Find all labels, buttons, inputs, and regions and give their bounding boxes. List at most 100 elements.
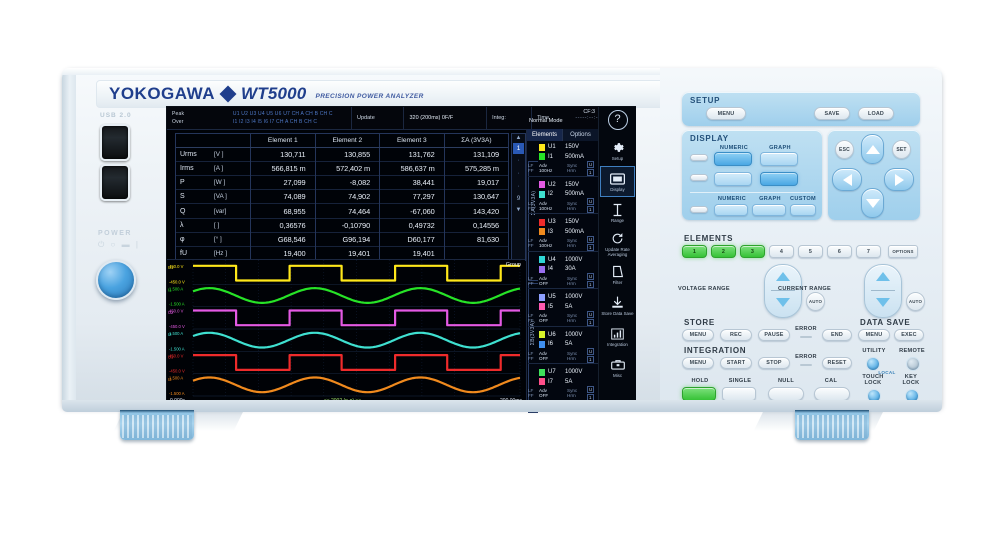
waveform-area[interactable]: 450.0 V -450.0 V U1 1.500 A -1.500 A I1 450.0 … [167,259,525,404]
tab-options[interactable]: Options [563,129,599,141]
display-graph-button-2[interactable] [760,172,798,186]
table-row[interactable]: Irms [A ] 566,815 m 572,402 m 586,637 m 575,2… [176,161,508,176]
null-button[interactable] [768,387,804,401]
integration-start-button[interactable]: START [720,357,752,369]
table-row[interactable]: S [VA ] 74,089 74,902 77,297 130,647 [176,189,508,204]
element-button-1[interactable]: 1 [682,245,707,258]
usb-port-1[interactable] [100,124,130,161]
hrm-source-box[interactable]: 1 [587,243,595,251]
element-button-7[interactable]: 7 [856,245,881,258]
element-button-4[interactable]: 4 [769,245,794,258]
lf-ff-row[interactable]: LF FF Adv 100Hz Sync Hrm U 1 [528,235,599,251]
element-signal-group[interactable]: U3 150V I3 500mA LF FF Adv 100Hz Sync Hrm U 1 [528,216,599,254]
voltage-auto-button[interactable]: AUTO [806,292,825,311]
setup-load-button[interactable]: LOAD [858,107,894,120]
lf-ff-row[interactable]: LF FF Adv OFF Sync Hrm U 1 [528,310,599,326]
setup-save-button[interactable]: SAVE [814,107,850,120]
display-custom-button[interactable] [790,204,816,216]
lf-ff-row[interactable]: LF FF Adv OFF Sync Hrm U 1 [528,385,599,401]
sync-source-box[interactable]: U [587,160,595,168]
lf-ff-row[interactable]: LF FF Adv 100Hz Sync Hrm U 1 [528,160,599,176]
voltage-row[interactable]: U3 150V [539,218,599,228]
current-range-up-icon[interactable] [876,272,890,281]
hrm-source-box[interactable]: 1 [587,318,595,326]
rail-item-display[interactable]: Display [600,166,635,197]
current-range-knob[interactable] [864,264,902,318]
store-rec-button[interactable]: REC [720,329,752,341]
hrm-source-box[interactable]: 1 [587,168,595,176]
store-menu-button[interactable]: MENU [682,329,714,341]
hrm-source-box[interactable]: 1 [587,356,595,363]
hrm-source-box[interactable]: 1 [587,206,595,213]
display-numeric-button-2[interactable] [714,172,752,186]
pager-last-page[interactable]: 9 [516,195,521,202]
hrm-source-box[interactable]: 1 [587,281,595,288]
store-pause-button[interactable]: PAUSE [758,329,790,341]
nav-left-button[interactable] [832,168,862,191]
display-graph-button-1[interactable] [760,152,798,166]
element-signal-group[interactable]: U7 1000V I7 5A LF FF Adv OFF Sync Hrm U 1 [528,366,599,401]
element-signal-group[interactable]: U1 150V I1 500mA LF FF Adv 100Hz Sync Hrm U 1 [528,141,599,179]
lcd-screen[interactable]: Peak Over U1 U2 U3 U4 U5 U6 U7 CH A CH B… [166,106,636,413]
lf-ff-row[interactable]: LF FF Adv OFF Sync Hrm U 1 [528,273,599,288]
utility-led[interactable] [866,357,880,371]
sync-source-box[interactable]: U [587,348,595,355]
element-signal-group[interactable]: U2 150V I2 500mA LF FF Adv 100Hz Sync Hrm U 1 [528,179,599,217]
current-range-down-icon[interactable] [876,298,890,307]
voltage-row[interactable]: U2 150V [539,180,599,190]
sync-source-box[interactable]: U [587,310,595,318]
hold-button[interactable] [682,387,716,401]
voltage-range-up-icon[interactable] [776,272,790,281]
voltage-range-knob[interactable] [764,264,802,318]
cal-button[interactable] [814,387,850,401]
table-row[interactable]: Q [var] 68,955 74,464 -67,060 143,420 [176,203,508,219]
voltage-row[interactable]: U1 150V [539,143,599,153]
element-button-2[interactable]: 2 [711,245,736,258]
voltage-row[interactable]: U6 1000V [539,330,599,340]
table-row[interactable]: λ [ ] 0,36576 -0,10790 0,49732 0,14556 [176,218,508,233]
data-save-menu-button[interactable]: MENU [858,329,890,341]
setup-menu-button[interactable]: MENU [706,107,746,120]
usb-port-2[interactable] [100,164,130,201]
voltage-range-down-icon[interactable] [776,298,790,307]
single-button[interactable] [722,387,756,401]
integration-reset-button[interactable]: RESET [822,357,852,369]
integration-menu-button[interactable]: MENU [682,357,714,369]
table-row[interactable]: φ [° ] G68,546 G96,194 D60,177 81,630 [176,232,508,247]
lf-ff-row[interactable]: LF FF Adv 100Hz Sync Hrm U 1 [528,198,599,213]
pager-current-page[interactable]: 1 [513,143,524,154]
sync-source-box[interactable]: U [587,198,595,205]
current-row[interactable]: I1 500mA [539,152,599,162]
element-signal-group[interactable]: U4 1000V I4 30A LF FF Adv OFF Sync Hrm U 1 [528,254,599,292]
pager-up-icon[interactable]: ▲ [515,135,522,141]
tab-elements[interactable]: Elements [527,129,563,141]
rail-item-range[interactable]: Range [600,197,635,228]
current-row[interactable]: I7 5A [539,377,599,387]
current-row[interactable]: I2 500mA [539,190,599,200]
current-row[interactable]: I3 500mA [539,227,599,237]
pager-dot[interactable]: · [517,170,520,177]
current-auto-button[interactable]: AUTO [906,292,925,311]
integration-stop-button[interactable]: STOP [758,357,790,369]
rail-item-store-data-save[interactable]: Store Data Save [600,290,635,321]
table-row[interactable]: Urms [V ] 130,711 130,855 131,762 131,109 [176,147,508,162]
lf-ff-row[interactable]: LF FF Adv OFF Sync Hrm U 1 [528,348,599,363]
rail-item-integration[interactable]: Integration [600,321,635,352]
help-icon[interactable]: ? [607,110,628,130]
nav-down-button[interactable] [861,188,884,218]
element-button-5[interactable]: 5 [798,245,823,258]
set-button[interactable]: SET [892,140,911,159]
data-save-exec-button[interactable]: EXEC [894,329,924,341]
remote-led[interactable] [906,357,920,371]
current-row[interactable]: I5 5A [539,302,599,312]
sync-source-box[interactable]: U [587,235,595,243]
element-button-6[interactable]: 6 [827,245,852,258]
element-signal-group[interactable]: U6 1000V I6 5A LF FF Adv OFF Sync Hrm U 1 [528,329,599,367]
nav-right-button[interactable] [884,168,914,191]
rail-item-update-rate-averaging[interactable]: Update Rate Averaging [600,228,635,259]
power-button[interactable] [96,260,136,300]
rail-item-setup[interactable]: Setup [600,135,635,166]
pager-dot[interactable]: · [517,183,520,190]
display-dash-button-2[interactable] [690,174,708,181]
esc-button[interactable]: ESC [835,140,854,159]
